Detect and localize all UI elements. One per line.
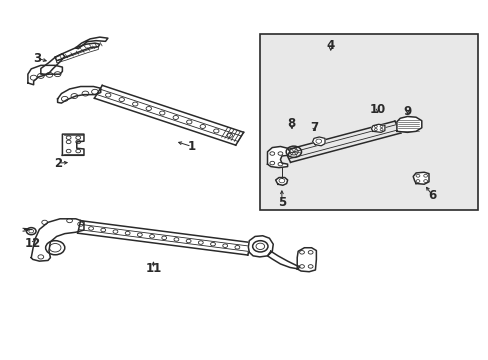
Polygon shape xyxy=(31,219,84,261)
Polygon shape xyxy=(267,147,289,168)
Text: 6: 6 xyxy=(428,189,436,202)
Text: 9: 9 xyxy=(403,105,411,118)
Text: 1: 1 xyxy=(187,140,196,153)
Polygon shape xyxy=(248,236,273,257)
Text: 2: 2 xyxy=(54,157,62,170)
Polygon shape xyxy=(396,117,421,132)
Polygon shape xyxy=(28,66,62,85)
Text: 11: 11 xyxy=(145,262,161,275)
Polygon shape xyxy=(267,251,299,269)
Polygon shape xyxy=(312,137,325,146)
Text: 4: 4 xyxy=(326,40,334,53)
Polygon shape xyxy=(55,43,100,61)
Polygon shape xyxy=(412,172,428,184)
Bar xyxy=(259,33,477,210)
Polygon shape xyxy=(275,177,287,185)
Text: 12: 12 xyxy=(24,237,41,250)
Polygon shape xyxy=(297,248,316,272)
Polygon shape xyxy=(76,37,108,49)
Polygon shape xyxy=(41,54,64,74)
Polygon shape xyxy=(57,47,98,63)
Polygon shape xyxy=(62,134,84,155)
Text: 7: 7 xyxy=(309,121,317,134)
Polygon shape xyxy=(371,124,384,132)
Text: 5: 5 xyxy=(277,197,285,210)
Text: 10: 10 xyxy=(369,103,385,116)
Text: 3: 3 xyxy=(33,52,41,65)
Text: 8: 8 xyxy=(287,117,295,130)
Polygon shape xyxy=(58,86,101,103)
